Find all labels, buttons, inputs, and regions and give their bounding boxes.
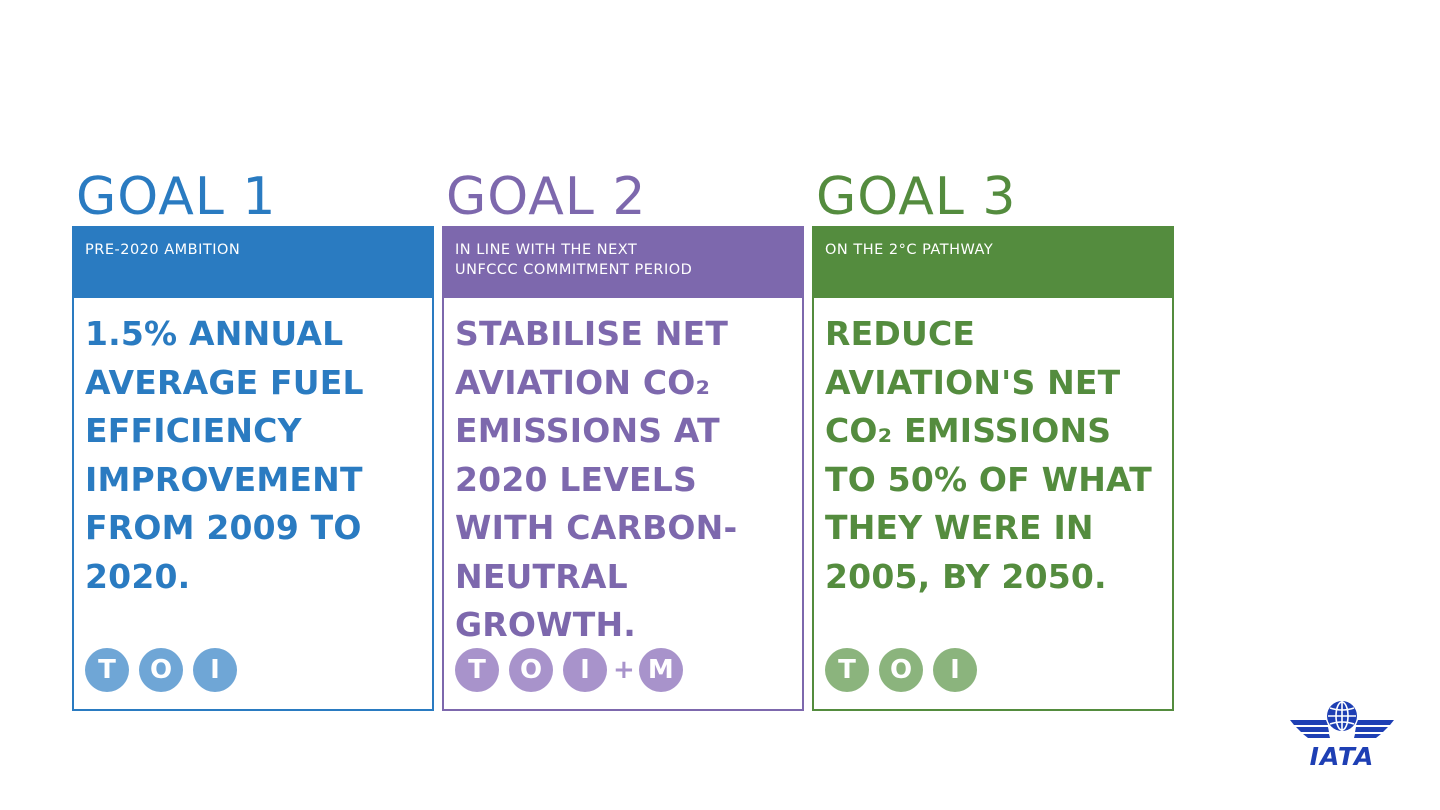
pillar-t-icon: T <box>825 648 869 692</box>
pillar-o-icon: O <box>879 648 923 692</box>
statement-line: AVERAGE FUEL <box>85 362 364 402</box>
statement-line: EFFICIENCY <box>85 411 302 450</box>
statement-line: STABILISE NET <box>455 314 729 353</box>
band-line: ON THE 2°C PATHWAY <box>825 242 994 258</box>
statement-line: EMISSIONS AT <box>455 411 720 450</box>
pillar-m-icon: M <box>638 648 683 692</box>
statement-line: GROWTH. <box>455 605 637 644</box>
iata-logo: IATA <box>1286 696 1398 771</box>
pillar-icons: T O I + M <box>455 648 693 692</box>
goal-subtitle-band: PRE-2020 AMBITION <box>74 228 432 298</box>
statement-line: 2005, BY 2050. <box>825 556 1107 596</box>
band-line: PRE-2020 AMBITION <box>85 242 241 258</box>
statement-line: AVIATION CO₂ <box>455 362 711 402</box>
pillar-t-icon: T <box>455 648 499 692</box>
goal-subtitle-band: ON THE 2°C PATHWAY <box>814 228 1172 298</box>
goal-1-card: GOAL 1 PRE-2020 AMBITION 1.5% ANNUAL AVE… <box>72 168 434 711</box>
goal-title: GOAL 1 <box>76 167 277 227</box>
goal-3-card: GOAL 3 ON THE 2°C PATHWAY REDUCE AVIATIO… <box>812 168 1174 711</box>
statement-line: THEY WERE IN <box>825 508 1094 547</box>
goal-box: PRE-2020 AMBITION 1.5% ANNUAL AVERAGE FU… <box>72 226 434 711</box>
pillar-icons: T O I <box>85 648 247 692</box>
goal-box: ON THE 2°C PATHWAY REDUCE AVIATION'S NET… <box>812 226 1174 711</box>
goal-title: GOAL 2 <box>446 167 647 227</box>
statement-line: TO 50% OF WHAT <box>825 459 1152 499</box>
pillar-o-icon: O <box>509 648 553 692</box>
iata-logo-text: IATA <box>1310 742 1375 768</box>
statement-line: WITH CARBON- <box>455 508 738 547</box>
statement-line: 2020. <box>85 556 191 596</box>
band-line: IN LINE WITH THE NEXT <box>455 242 638 258</box>
goal-statement: REDUCE AVIATION'S NET CO₂ EMISSIONS TO 5… <box>814 298 1172 601</box>
pillar-o-icon: O <box>139 648 183 692</box>
statement-line: FROM 2009 TO <box>85 508 362 547</box>
pillar-i-icon: I <box>563 648 607 692</box>
pillar-i-icon: I <box>933 648 977 692</box>
plus-sign: + <box>613 655 635 685</box>
pillar-icons: T O I <box>825 648 987 692</box>
statement-line: 1.5% ANNUAL <box>85 314 344 353</box>
goal-box: IN LINE WITH THE NEXT UNFCCC COMMITMENT … <box>442 226 804 711</box>
goal-2-card: GOAL 2 IN LINE WITH THE NEXT UNFCCC COMM… <box>442 168 804 711</box>
statement-line: AVIATION'S NET <box>825 362 1121 402</box>
statement-line: IMPROVEMENT <box>85 459 363 499</box>
pillar-t-icon: T <box>85 648 129 692</box>
goal-statement: 1.5% ANNUAL AVERAGE FUEL EFFICIENCY IMPR… <box>74 298 432 601</box>
goal-statement: STABILISE NET AVIATION CO₂ EMISSIONS AT … <box>444 298 802 650</box>
goal-title: GOAL 3 <box>816 167 1017 227</box>
goal-subtitle-band: IN LINE WITH THE NEXT UNFCCC COMMITMENT … <box>444 228 802 298</box>
iata-globe-wings-icon: IATA <box>1290 701 1394 771</box>
pillar-i-icon: I <box>193 648 237 692</box>
statement-line: NEUTRAL <box>455 556 628 596</box>
band-line: UNFCCC COMMITMENT PERIOD <box>455 262 693 278</box>
statement-line: REDUCE <box>825 314 976 353</box>
statement-line: 2020 LEVELS <box>455 459 697 499</box>
statement-line: CO₂ EMISSIONS <box>825 411 1112 450</box>
